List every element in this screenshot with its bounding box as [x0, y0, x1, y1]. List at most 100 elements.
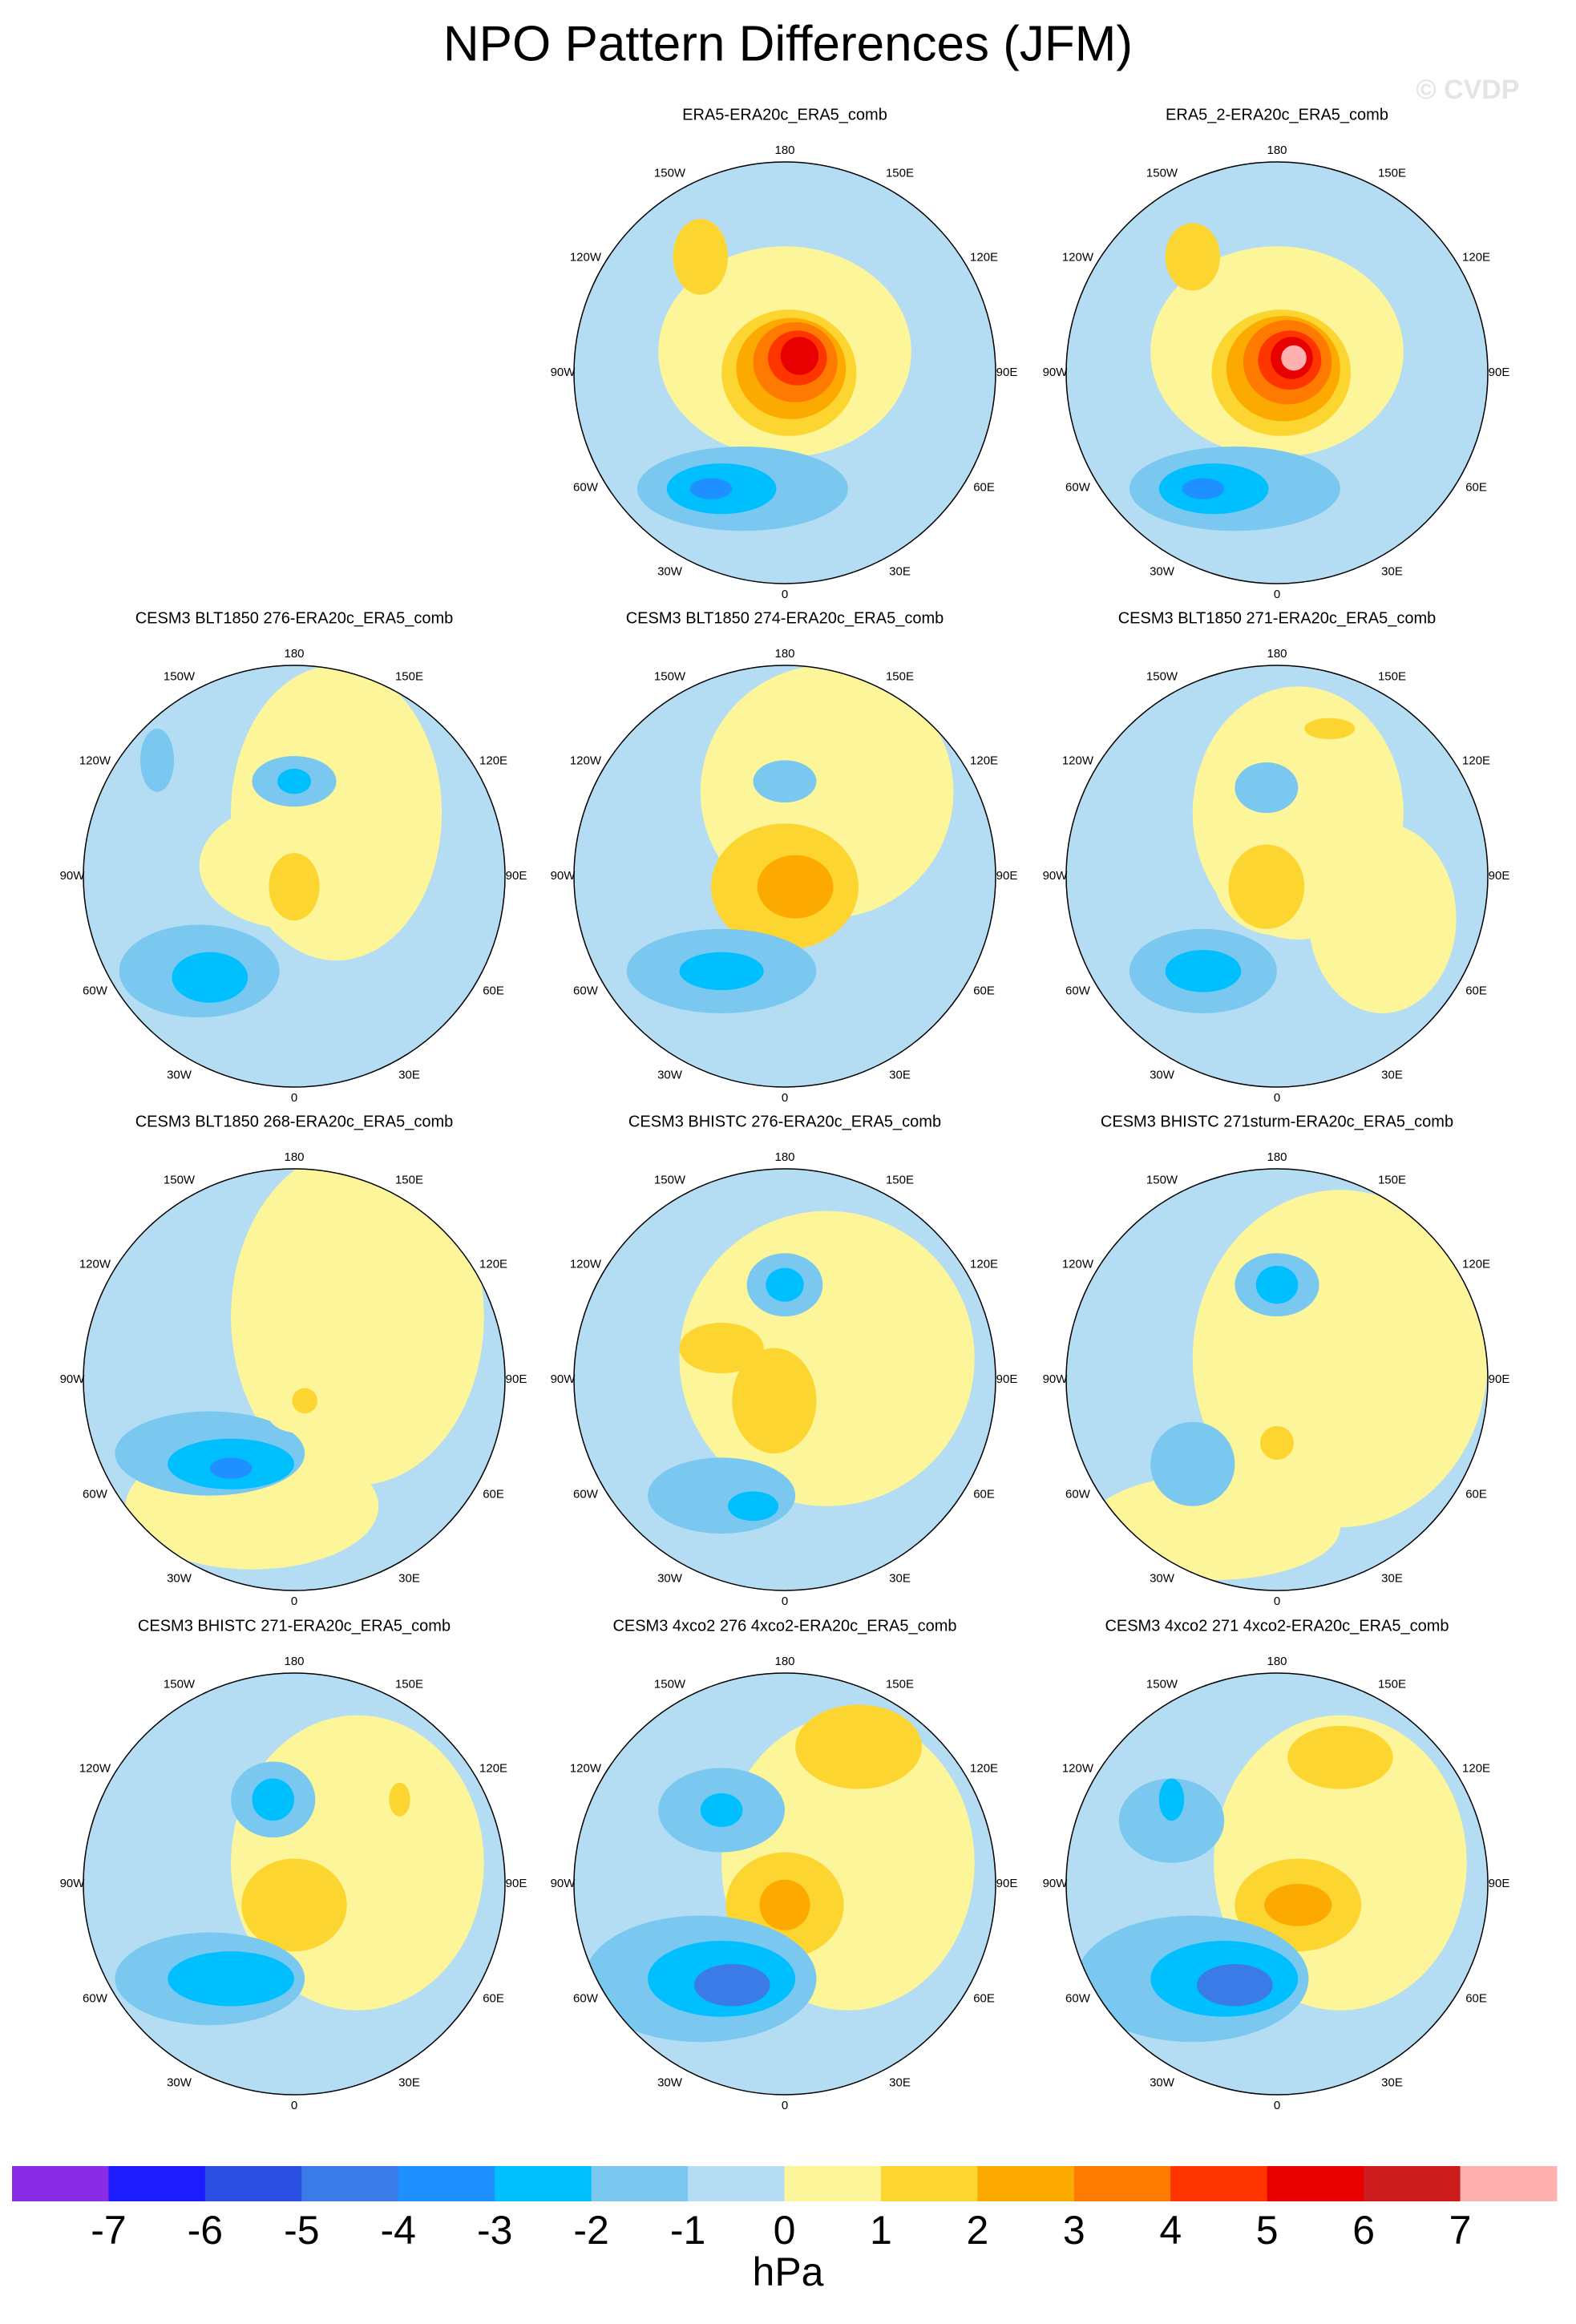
- contour-region: [1165, 950, 1242, 992]
- longitude-label: 90W: [551, 869, 576, 883]
- longitude-label: 90E: [996, 366, 1018, 379]
- longitude-label: 60W: [1065, 984, 1091, 997]
- contour-region: [673, 219, 728, 295]
- longitude-label: 150W: [164, 669, 196, 683]
- longitude-label: 150W: [654, 166, 686, 180]
- contour-region: [1150, 1421, 1235, 1506]
- contour-region: [269, 853, 320, 921]
- longitude-label: 60E: [483, 984, 504, 997]
- longitude-label: 120E: [970, 754, 998, 767]
- colorbar-tick-label: 7: [1449, 2208, 1472, 2253]
- longitude-label: 90W: [551, 366, 576, 379]
- contour-region: [1259, 1425, 1295, 1460]
- contour-region: [679, 952, 764, 991]
- contour-region: [700, 1793, 743, 1827]
- colorbar-box: [301, 2166, 399, 2201]
- longitude-label: 30E: [889, 1069, 911, 1082]
- map-panel: ERA5_2-ERA20c_ERA5_comb 180 150E 120E 90E 60E…: [1043, 106, 1510, 601]
- longitude-label: 90E: [506, 869, 527, 883]
- longitude-label: 30W: [1150, 1069, 1175, 1082]
- longitude-label: 180: [284, 1150, 304, 1164]
- longitude-label: 60W: [573, 480, 599, 494]
- longitude-label: 90E: [996, 869, 1018, 883]
- longitude-label: 120E: [970, 250, 998, 264]
- longitude-label: 180: [774, 143, 794, 157]
- contour-region: [780, 337, 819, 375]
- panel-title: ERA5-ERA20c_ERA5_comb: [682, 106, 887, 123]
- longitude-label: 150E: [886, 1677, 914, 1691]
- longitude-label: 60E: [973, 480, 995, 494]
- longitude-label: 0: [1274, 588, 1280, 601]
- panel-title: CESM3 BHISTC 271sturm-ERA20c_ERA5_comb: [1101, 1113, 1453, 1130]
- longitude-label: 90W: [60, 1877, 86, 1890]
- longitude-label: 60E: [973, 1487, 995, 1501]
- longitude-label: 120W: [79, 1257, 111, 1271]
- panel-title: CESM3 4xco2 271 4xco2-ERA20c_ERA5_comb: [1105, 1617, 1449, 1635]
- map-border: [1065, 161, 1489, 584]
- longitude-label: 30W: [657, 2076, 683, 2090]
- longitude-label: 150E: [1378, 669, 1406, 683]
- longitude-label: 60W: [83, 1487, 108, 1501]
- longitude-label: 150E: [886, 1173, 914, 1186]
- panel-title: CESM3 BLT1850 271-ERA20c_ERA5_comb: [1118, 609, 1437, 627]
- longitude-label: 30E: [1381, 2076, 1403, 2090]
- map-panel: CESM3 BLT1850 271-ERA20c_ERA5_comb 180 150…: [1043, 609, 1510, 1105]
- map-border: [1065, 1672, 1489, 2096]
- longitude-label: 30W: [1150, 565, 1175, 579]
- longitude-label: 90E: [996, 1372, 1018, 1386]
- longitude-label: 30E: [889, 2076, 911, 2090]
- colorbar-tick-label: 4: [1159, 2208, 1182, 2253]
- map-border: [1065, 665, 1489, 1088]
- contour-region: [1235, 762, 1299, 814]
- longitude-label: 90W: [551, 1877, 576, 1890]
- longitude-label: 90E: [506, 1877, 527, 1890]
- map-border: [1065, 1168, 1489, 1591]
- longitude-label: 150E: [1378, 166, 1406, 180]
- colorbar-box: [398, 2166, 495, 2201]
- longitude-label: 180: [284, 647, 304, 661]
- longitude-label: 0: [291, 1594, 297, 1608]
- longitude-label: 120E: [1462, 1761, 1490, 1775]
- colorbar-box: [1267, 2166, 1364, 2201]
- contour-region: [1118, 1778, 1225, 1863]
- colorbar-box: [880, 2166, 978, 2201]
- contour-region: [1165, 223, 1220, 291]
- contour-region: [140, 728, 175, 792]
- colorbar-box: [495, 2166, 592, 2201]
- field: [574, 665, 996, 1087]
- watermark: © CVDP: [1416, 75, 1520, 105]
- longitude-label: 0: [1274, 2099, 1280, 2112]
- contour-region: [689, 478, 733, 499]
- longitude-label: 30W: [657, 565, 683, 579]
- longitude-label: 60E: [1465, 984, 1487, 997]
- colorbar-box: [688, 2166, 785, 2201]
- longitude-label: 0: [1274, 1594, 1280, 1608]
- map-panel: CESM3 4xco2 276 4xco2-ERA20c_ERA5_comb 18…: [551, 1617, 1018, 2112]
- panel-title: CESM3 BHISTC 271-ERA20c_ERA5_comb: [138, 1617, 451, 1635]
- longitude-label: 90W: [1043, 1372, 1069, 1386]
- map-panel: CESM3 BHISTC 276-ERA20c_ERA5_comb 180 150E…: [551, 1113, 1018, 1608]
- contour-region: [241, 1858, 347, 1952]
- longitude-label: 90W: [60, 1372, 86, 1386]
- map-panel: CESM3 BLT1850 268-ERA20c_ERA5_comb 180 150…: [60, 1113, 527, 1608]
- map-panel: CESM3 4xco2 271 4xco2-ERA20c_ERA5_comb 18…: [1043, 1617, 1510, 2112]
- longitude-label: 150E: [395, 669, 423, 683]
- longitude-label: 60W: [1065, 480, 1091, 494]
- longitude-label: 60W: [573, 1991, 599, 2005]
- longitude-label: 30W: [1150, 1572, 1175, 1586]
- longitude-label: 60W: [1065, 1991, 1091, 2005]
- contour-region: [168, 1951, 294, 2007]
- panel-title: CESM3 BLT1850 274-ERA20c_ERA5_comb: [626, 609, 944, 627]
- longitude-label: 150W: [164, 1173, 196, 1186]
- longitude-label: 90E: [1489, 869, 1510, 883]
- colorbar-box: [1073, 2166, 1171, 2201]
- longitude-label: 90W: [60, 869, 86, 883]
- contour-region: [795, 1704, 922, 1789]
- longitude-label: 90E: [996, 1877, 1018, 1890]
- field: [1066, 665, 1488, 1087]
- longitude-label: 120W: [1062, 250, 1094, 264]
- longitude-label: 0: [782, 2099, 788, 2112]
- colorbar-tick-label: -7: [91, 2208, 126, 2253]
- field: [1066, 1673, 1488, 2095]
- longitude-label: 120E: [479, 1257, 507, 1271]
